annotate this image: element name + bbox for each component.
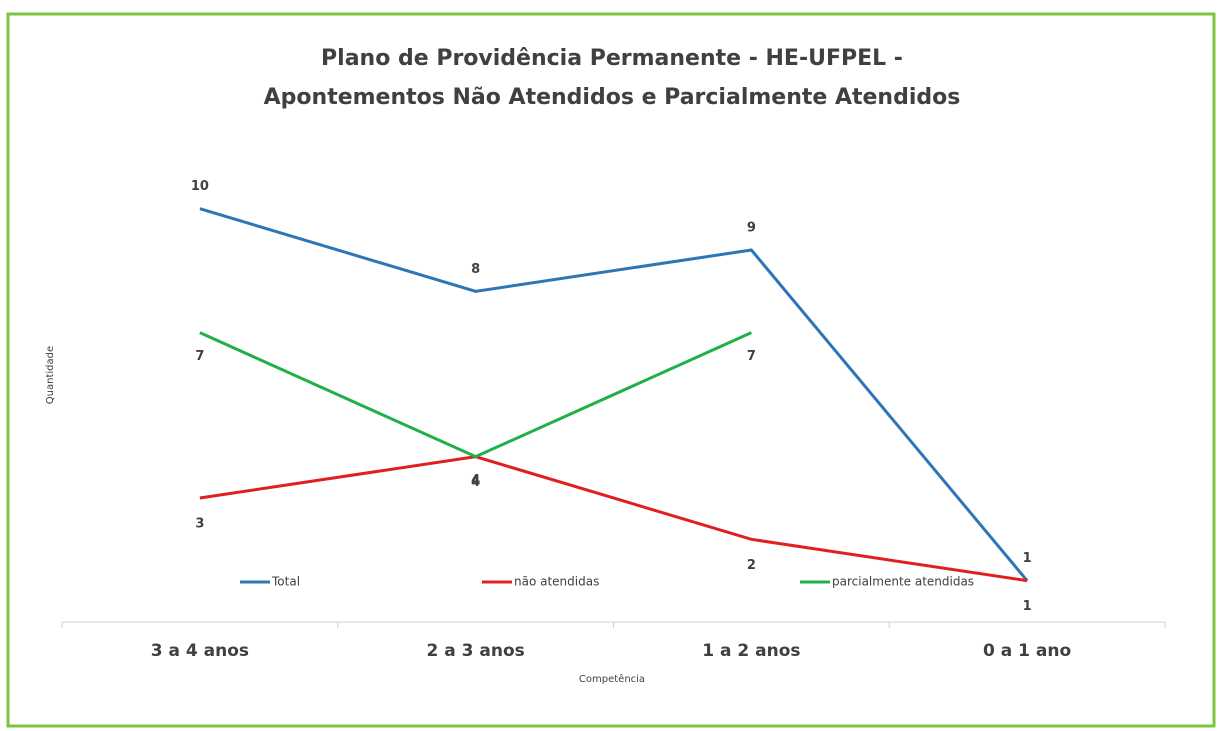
data-label: 3 xyxy=(195,517,204,532)
x-axis-label: Competência xyxy=(579,673,645,685)
data-label: 8 xyxy=(471,262,480,277)
data-label: 7 xyxy=(195,349,204,364)
y-axis-label: Quantidade xyxy=(45,346,56,404)
chart-title: Apontementos Não Atendidos e Parcialment… xyxy=(264,85,961,110)
data-label: 7 xyxy=(747,349,756,364)
data-label: 4 xyxy=(471,473,480,488)
data-label: 4 xyxy=(471,475,480,490)
chart-border xyxy=(6,12,1216,728)
x-tick-label: 0 a 1 ano xyxy=(983,641,1071,661)
legend-label: não atendidas xyxy=(514,575,599,589)
legend-label: parcialmente atendidas xyxy=(832,575,974,589)
x-tick-label: 3 a 4 anos xyxy=(151,641,249,661)
data-label: 10 xyxy=(191,179,209,194)
series-line xyxy=(199,455,1028,583)
data-label: 1 xyxy=(1023,551,1032,566)
legend-label: Total xyxy=(271,575,300,589)
data-label: 2 xyxy=(747,558,756,573)
series-line xyxy=(199,331,752,459)
series-line xyxy=(199,207,1029,582)
data-label: 1 xyxy=(1023,599,1032,614)
x-tick-label: 2 a 3 anos xyxy=(426,641,524,661)
x-tick-label: 1 a 2 anos xyxy=(702,641,800,661)
data-label: 9 xyxy=(747,221,756,236)
chart-title: Plano de Providência Permanente - HE-UFP… xyxy=(321,46,903,71)
